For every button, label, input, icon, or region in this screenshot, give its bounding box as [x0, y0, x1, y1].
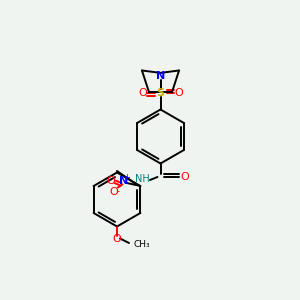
Text: N: N [156, 71, 165, 82]
Text: +: + [123, 173, 130, 182]
Text: O: O [106, 176, 115, 186]
Text: CH₃: CH₃ [134, 240, 150, 249]
Text: O: O [180, 172, 189, 182]
Text: O: O [112, 233, 122, 244]
Text: O: O [138, 88, 147, 98]
Text: O: O [109, 187, 118, 197]
Text: N: N [119, 176, 128, 187]
Text: -: - [116, 188, 119, 196]
Text: O: O [174, 88, 183, 98]
Text: S: S [157, 88, 164, 98]
Text: NH: NH [135, 174, 150, 184]
